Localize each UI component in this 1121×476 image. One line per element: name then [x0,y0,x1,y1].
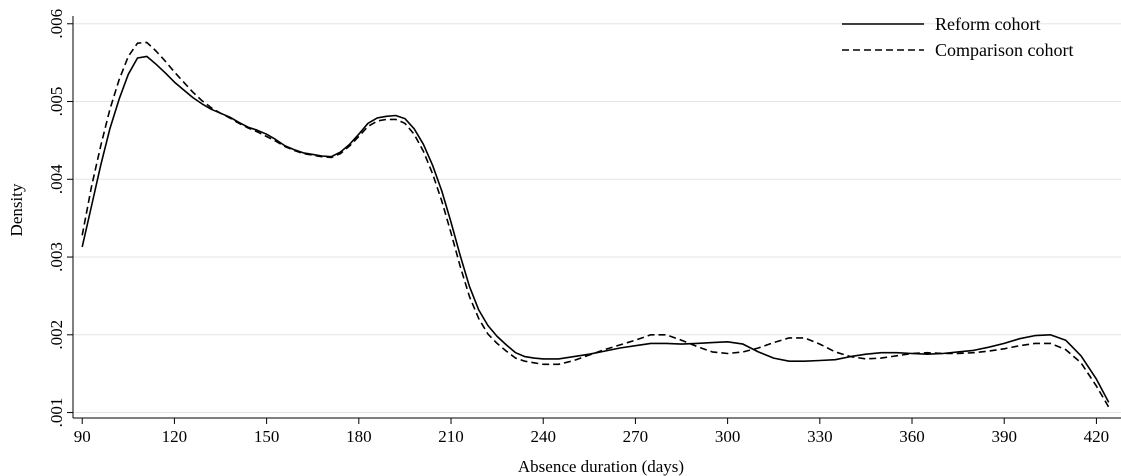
x-tick-label: 90 [74,427,91,446]
x-axis-title: Absence duration (days) [518,457,684,476]
series-layer [81,41,1110,408]
y-tick-label: .001 [47,398,66,428]
x-tick-label: 420 [1084,427,1110,446]
legend-label-comparison-cohort: Comparison cohort [935,40,1073,60]
y-tick-label: .003 [47,242,66,272]
axis-layer: .001 .002 .003 .004 .005 .006 90 120 150 180 210 24… [47,9,1121,446]
x-tick-label: 240 [530,427,556,446]
x-tick-label: 360 [899,427,925,446]
series-line-comparison-cohort [81,41,1110,408]
x-tick-label: 390 [991,427,1017,446]
x-tick-label: 300 [715,427,741,446]
x-tick-label: 270 [623,427,649,446]
y-tick-label: .002 [47,320,66,350]
x-tick-label: 180 [346,427,372,446]
x-tick-label: 150 [254,427,280,446]
x-tick-label: 330 [807,427,833,446]
y-axis-title: Density [7,183,26,236]
grid-layer [73,23,1121,414]
y-tick-label: .004 [47,164,66,194]
legend-label-reform-cohort: Reform cohort [935,14,1040,34]
y-tick-label: .006 [47,9,66,39]
x-tick-label: 210 [438,427,464,446]
x-tick-label: 120 [162,427,188,446]
y-tick-label: .005 [47,87,66,117]
legend: Reform cohort Comparison cohort [842,14,1073,60]
